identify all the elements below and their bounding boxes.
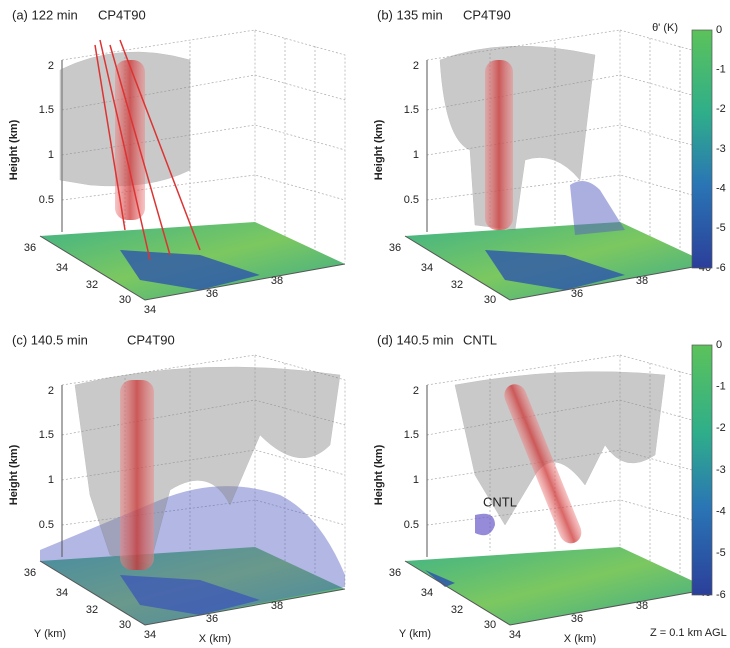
colorbar-tick-label: -6 (716, 262, 726, 274)
z-tick-label: 2 (413, 385, 419, 397)
y-tick-label: 36 (389, 567, 401, 579)
panel-label: (d) 140.5 min (377, 332, 454, 347)
y-tick-label: 34 (421, 587, 433, 599)
z-axis-label: Height (km) (373, 119, 385, 180)
colorbar-tick-label: -3 (716, 143, 726, 155)
y-tick-label: 34 (56, 262, 68, 274)
panel: (d) 140.5 min CNTL Height (km) 2 1.5 1 0.5 36 34… (373, 332, 711, 644)
case-label: CNTL (463, 332, 497, 347)
panel: (b) 135 min CP4T90 Height (km) 2 1.5 1 0.5 36 34… (373, 7, 711, 305)
colorbar-tick-label: 0 (716, 24, 722, 36)
colorbar-tick-label: -2 (716, 103, 726, 115)
colorbar-tick-label: -4 (716, 506, 726, 518)
x-tick-label: 36 (571, 288, 583, 300)
y-tick-label: 32 (451, 604, 463, 616)
colorbar-tick-label: -5 (716, 222, 726, 234)
z-tick-label: 0.5 (39, 194, 54, 206)
z-axis-label: Height (km) (8, 119, 20, 180)
x-tick-label: 36 (206, 288, 218, 300)
y-tick-label: 32 (86, 604, 98, 616)
vorticity-column (120, 380, 154, 570)
colorbar-title: θ' (K) (652, 22, 678, 34)
z-axis-label: Height (km) (373, 444, 385, 505)
y-tick-label: 34 (421, 262, 433, 274)
z-tick-label: 1.5 (39, 429, 54, 441)
y-tick-label: 30 (119, 619, 131, 631)
z-tick-label: 1 (48, 149, 54, 161)
panel-label: (b) 135 min (377, 7, 443, 22)
y-tick-label: 32 (451, 279, 463, 291)
panel-label: (a) 122 min (12, 7, 78, 22)
y-tick-label: 32 (86, 279, 98, 291)
y-tick-label: 36 (389, 242, 401, 254)
footnote: Z = 0.1 km AGL (650, 627, 727, 639)
y-tick-label: 30 (484, 619, 496, 631)
colorbar-tick-label: 0 (716, 339, 722, 351)
z-tick-label: 1.5 (404, 429, 419, 441)
x-tick-label: 34 (509, 629, 521, 641)
colorbar-tick-label: -1 (716, 381, 726, 393)
z-tick-label: 1.5 (39, 104, 54, 116)
colorbar-tick-label: -5 (716, 547, 726, 559)
case-label: CP4T90 (98, 7, 146, 22)
colorbar-tick-label: -1 (716, 64, 726, 76)
colorbar (692, 345, 712, 595)
z-axis-label: Height (km) (8, 444, 20, 505)
y-tick-label: 34 (56, 587, 68, 599)
x-tick-label: 38 (271, 600, 283, 612)
z-tick-label: 1.5 (404, 104, 419, 116)
figure: Z = 0.1 km AGL (a) 122 min CP4T90 Height (… (0, 0, 730, 648)
z-tick-label: 2 (48, 60, 54, 72)
x-tick-label: 34 (144, 629, 156, 641)
z-tick-label: 2 (48, 385, 54, 397)
y-tick-label: 36 (24, 567, 36, 579)
x-tick-label: 38 (271, 275, 283, 287)
z-tick-label: 1 (413, 149, 419, 161)
cold-pool-iso (570, 181, 625, 235)
panel: (c) 140.5 min CP4T90 Height (km) 2 1.5 1 0.5 36… (8, 332, 345, 644)
colorbar (692, 30, 712, 268)
colorbar-tick-label: -2 (716, 422, 726, 434)
z-tick-label: 0.5 (404, 194, 419, 206)
panel-label: (c) 140.5 min (12, 332, 88, 347)
annotation: CNTL (483, 494, 517, 509)
z-tick-label: 0.5 (404, 519, 419, 531)
x-tick-label: 36 (206, 613, 218, 625)
case-label: CP4T90 (463, 7, 511, 22)
colorbar-tick-label: -3 (716, 464, 726, 476)
case-label: CP4T90 (127, 332, 175, 347)
z-tick-label: 2 (413, 60, 419, 72)
panel: (a) 122 min CP4T90 Height (km) 2 1.5 1 0.5 36 34… (8, 7, 345, 315)
x-tick-label: 36 (571, 613, 583, 625)
x-axis-label: X (km) (564, 633, 596, 645)
x-axis-label: X (km) (199, 633, 231, 645)
z-tick-label: 1 (48, 474, 54, 486)
x-tick-label: 34 (144, 304, 156, 316)
y-axis-label: Y (km) (34, 628, 66, 640)
vorticity-column (485, 60, 513, 230)
x-tick-label: 38 (636, 600, 648, 612)
y-tick-label: 30 (484, 294, 496, 306)
y-tick-label: 36 (24, 242, 36, 254)
y-tick-label: 30 (119, 294, 131, 306)
isosurface-blob (475, 514, 495, 535)
colorbar-tick-label: -4 (716, 183, 726, 195)
z-tick-label: 1 (413, 474, 419, 486)
x-tick-label: 38 (636, 275, 648, 287)
z-tick-label: 0.5 (39, 519, 54, 531)
y-axis-label: Y (km) (399, 628, 431, 640)
colorbar-tick-label: -6 (716, 589, 726, 601)
